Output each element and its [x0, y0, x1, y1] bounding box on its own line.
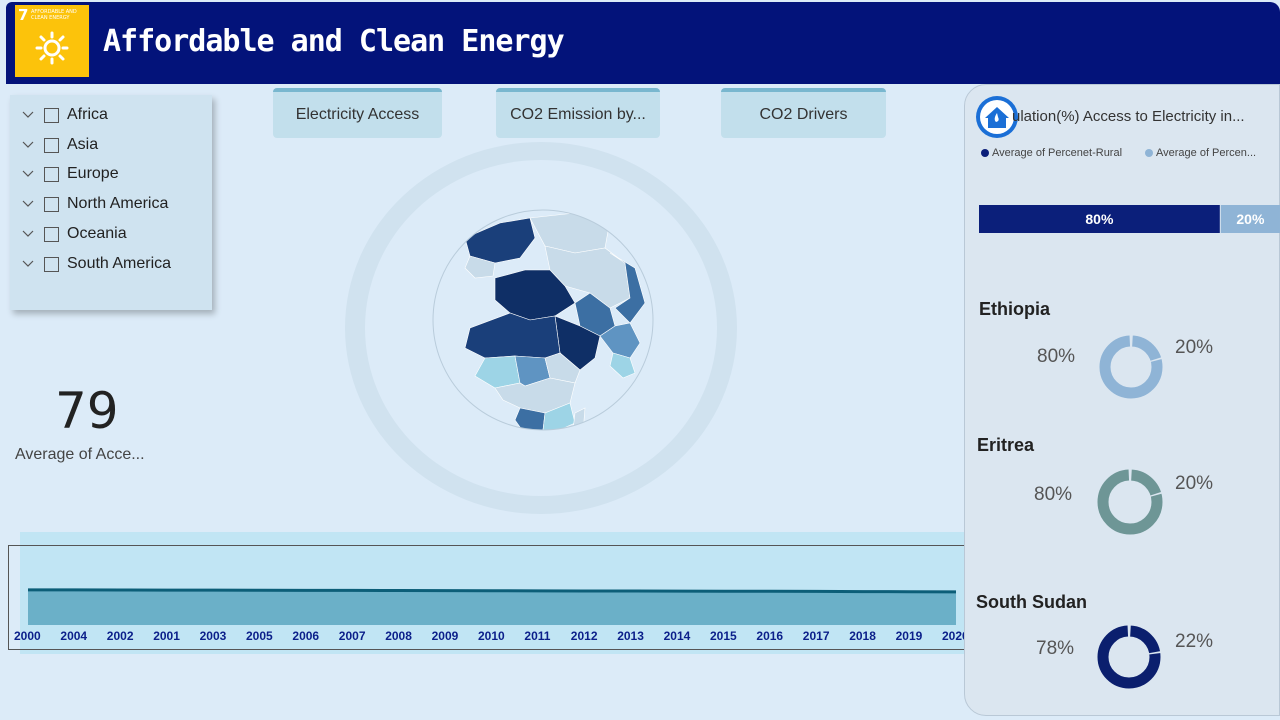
donut-slice-major[interactable] [1097, 469, 1163, 535]
year-label[interactable]: 2001 [153, 629, 180, 643]
slicer-item-north-america[interactable]: North America [22, 192, 168, 216]
checkbox[interactable] [44, 196, 59, 212]
checkbox[interactable] [44, 256, 59, 272]
year-label[interactable]: 2018 [849, 629, 876, 643]
chevron-down-icon[interactable] [22, 228, 34, 240]
slicer-item-oceania[interactable]: Oceania [22, 222, 127, 246]
country-name-ethiopia: Ethiopia [979, 299, 1050, 319]
co2-drivers-button[interactable]: CO2 Drivers [721, 88, 886, 138]
pct-major: 78% [1036, 638, 1075, 659]
legend-label: Average of Percen... [1156, 147, 1257, 159]
donut-slice-separator [1099, 335, 1163, 399]
donut-slice-separator [1097, 625, 1161, 689]
slicer-item-africa[interactable]: Africa [22, 103, 108, 127]
slicer-item-label: South America [67, 255, 172, 272]
year-label[interactable]: 2004 [60, 629, 88, 643]
chevron-down-icon[interactable] [22, 168, 34, 180]
pct-major: 80% [1034, 484, 1073, 505]
kpi-label: Average of Acce... [15, 446, 145, 463]
electricity-access-button[interactable]: Electricity Access [273, 88, 442, 138]
access-panel [964, 84, 1280, 716]
slicer-item-label: Africa [67, 106, 108, 123]
bar-data-label: 20% [1236, 211, 1265, 227]
pct-minor: 20% [1175, 473, 1214, 494]
timeline-line [28, 588, 957, 594]
sdg-text: AFFORDABLE AND CLEAN ENERGY [31, 9, 77, 21]
year-label[interactable]: 2019 [895, 629, 923, 643]
slicer-item-asia[interactable]: Asia [22, 133, 98, 157]
year-label[interactable]: 2007 [338, 629, 366, 643]
timeline-area [28, 589, 956, 625]
year-label[interactable]: 2008 [385, 629, 412, 643]
donut-slice-major[interactable] [1097, 625, 1161, 689]
bar-segment-rural[interactable] [979, 205, 1220, 233]
country-name-south-sudan: South Sudan [976, 592, 1087, 612]
chevron-down-icon[interactable] [22, 198, 34, 210]
year-label[interactable]: 2014 [663, 629, 691, 643]
pct-minor: 20% [1175, 337, 1214, 358]
year-label[interactable]: 2020 [942, 629, 969, 643]
year-label[interactable]: 2005 [246, 629, 273, 643]
header-bar: 7 AFFORDABLE AND CLEAN ENERGY Affordable… [6, 2, 1280, 84]
home-energy-icon [976, 96, 1018, 138]
world-globe-map[interactable] [425, 208, 660, 438]
donut-slice-separator [1097, 469, 1163, 535]
slicer-item-south-america[interactable]: South America [22, 252, 171, 276]
year-label[interactable]: 2003 [199, 629, 227, 643]
slicer-item-label: Europe [67, 165, 119, 182]
year-label[interactable]: 2012 [570, 629, 598, 643]
pct-major: 80% [1037, 346, 1076, 367]
panel-title: ulation(%) Access to Electricity in... [1012, 108, 1245, 125]
year-label[interactable]: 2016 [756, 629, 784, 643]
year-label[interactable]: 2017 [802, 629, 830, 643]
year-label[interactable]: 2011 [524, 629, 551, 643]
year-label[interactable]: 2002 [106, 629, 134, 643]
co2-emission-button[interactable]: CO2 Emission by... [496, 88, 660, 138]
legend-item-rural[interactable]: Average of Percenet-Rural [981, 147, 1122, 159]
pct-minor: 22% [1175, 631, 1214, 652]
donut-chart-south-sudan[interactable] [1096, 624, 1162, 690]
legend-dot [1145, 149, 1153, 157]
year-label[interactable]: 2013 [617, 629, 644, 643]
year-label[interactable]: 2000 [14, 629, 41, 643]
legend-dot [981, 149, 989, 157]
checkbox[interactable] [44, 137, 59, 153]
slicer-item-label: Oceania [67, 225, 127, 242]
slicer-item-label: Asia [67, 136, 99, 153]
bar-data-label: 80% [1085, 211, 1114, 227]
slicer-item-europe[interactable]: Europe [22, 162, 119, 186]
kpi-value: 79 [55, 382, 119, 440]
stacked-bar[interactable]: 80% 20% [979, 205, 1280, 235]
chevron-down-icon[interactable] [22, 258, 34, 270]
continent-slicer: Africa Asia Europe North America Oceania… [10, 95, 212, 310]
year-label[interactable]: 2006 [292, 629, 320, 643]
legend-item-other[interactable]: Average of Percen... [1145, 147, 1256, 159]
year-label[interactable]: 2009 [431, 629, 459, 643]
year-label[interactable]: 2015 [710, 629, 737, 643]
sdg-7-badge: 7 AFFORDABLE AND CLEAN ENERGY [15, 5, 89, 77]
donut-chart-eritrea[interactable] [1096, 468, 1164, 536]
country-name-eritrea: Eritrea [977, 435, 1035, 455]
donut-slice-major[interactable] [1099, 335, 1163, 399]
page-title: Affordable and Clean Energy [103, 24, 565, 59]
sdg-number: 7 [18, 6, 29, 24]
chevron-down-icon[interactable] [22, 109, 34, 121]
legend-label: Average of Percenet-Rural [992, 147, 1123, 159]
timeline-area-chart[interactable] [8, 545, 972, 650]
slicer-item-label: North America [67, 195, 169, 212]
year-label[interactable]: 2010 [478, 629, 505, 643]
checkbox[interactable] [44, 107, 59, 123]
checkbox[interactable] [44, 166, 59, 182]
checkbox[interactable] [44, 226, 59, 242]
chevron-down-icon[interactable] [22, 139, 34, 151]
bar-segment-other[interactable] [1220, 205, 1280, 233]
sun-icon [35, 31, 69, 65]
donut-chart-ethiopia[interactable] [1098, 334, 1164, 400]
